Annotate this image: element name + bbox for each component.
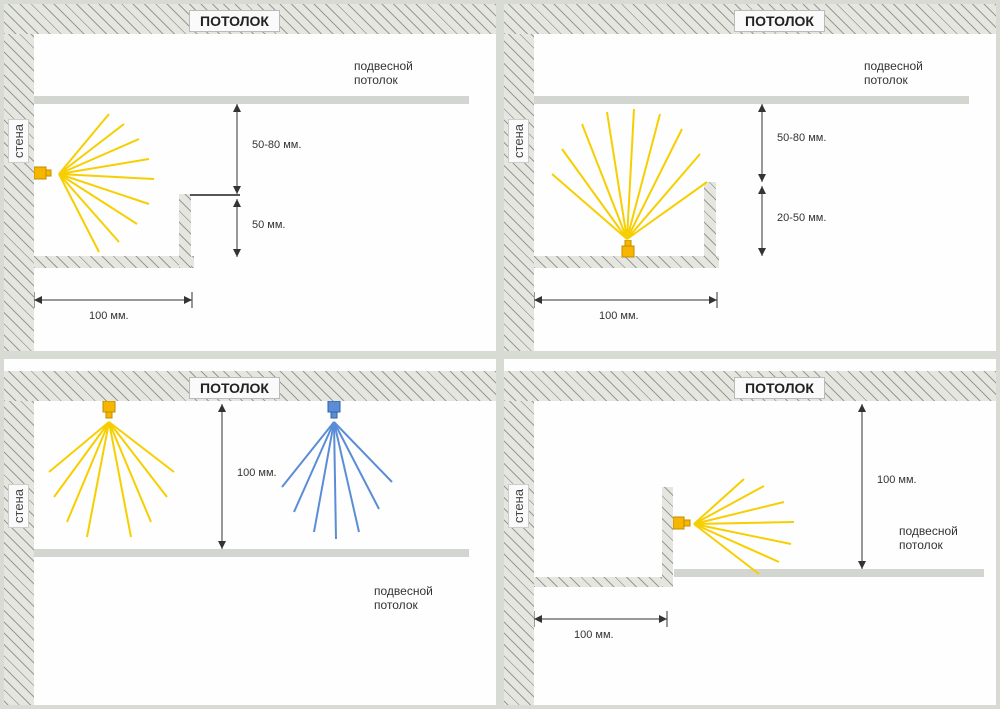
dim-100v-label: 100 мм. [877, 474, 917, 486]
wall-slab [4, 34, 34, 351]
suspended-label: подвеснойпотолок [374, 584, 433, 613]
dim-100v-label: 100 мм. [237, 467, 277, 479]
diagram-panel-1: ПОТОЛОК стена подвеснойпотолок 50-80 мм.… [4, 4, 496, 351]
wall-label: стена [508, 484, 529, 528]
dim-50-80-label: 50-80 мм. [777, 132, 826, 144]
wall-label: стена [8, 119, 29, 163]
light-rays [542, 104, 722, 244]
wall-slab [504, 401, 534, 706]
lower-shelf [534, 577, 664, 587]
ceiling-label: ПОТОЛОК [189, 10, 280, 32]
light-rays-blue [264, 417, 414, 547]
dim-100v [214, 404, 234, 552]
ceiling-label: ПОТОЛОК [734, 377, 825, 399]
light-rays [689, 474, 839, 584]
wall-label: стена [508, 119, 529, 163]
suspended-ceiling [34, 96, 469, 104]
dim-100h [534, 611, 669, 631]
dim-50-80 [754, 104, 774, 184]
dim-100 [34, 292, 194, 312]
ceiling-label: ПОТОЛОК [189, 377, 280, 399]
light-rays [49, 104, 199, 264]
dim-50-80-label: 50-80 мм. [252, 139, 301, 151]
suspended-ceiling [534, 96, 969, 104]
dim-100h-label: 100 мм. [574, 629, 614, 641]
dim-50 [229, 199, 249, 259]
diagram-panel-4: ПОТОЛОК стена подвеснойпотолок 100 мм. 1… [504, 359, 996, 706]
dim-20-50-label: 20-50 мм. [777, 212, 826, 224]
niche-wall [662, 487, 673, 587]
suspended-label: подвеснойпотолок [864, 59, 923, 88]
suspended-label: подвеснойпотолок [899, 524, 958, 553]
wall-slab [504, 34, 534, 351]
dim-100-label: 100 мм. [89, 310, 129, 322]
suspended-ceiling [34, 549, 469, 557]
diagram-panel-3: ПОТОЛОК стена подвеснойпотолок 100 мм. [4, 359, 496, 706]
light-rays-yellow [39, 417, 189, 547]
dim-50-label: 50 мм. [252, 219, 285, 231]
dim-100-label: 100 мм. [599, 310, 639, 322]
wall-slab [4, 401, 34, 706]
dim-100v [854, 404, 874, 572]
dim-50-80 [229, 104, 249, 196]
suspended-label: подвеснойпотолок [354, 59, 413, 88]
wall-label: стена [8, 484, 29, 528]
dim-20-50 [754, 186, 774, 258]
dim-100 [534, 292, 719, 312]
ceiling-label: ПОТОЛОК [734, 10, 825, 32]
diagram-panel-2: ПОТОЛОК стена подвеснойпотолок 50-80 мм.… [504, 4, 996, 351]
